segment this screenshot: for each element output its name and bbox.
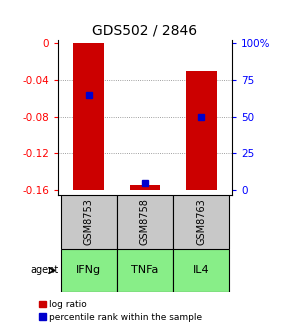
Bar bbox=[73, 43, 104, 190]
Bar bbox=[61, 195, 117, 249]
Text: IFNg: IFNg bbox=[76, 265, 102, 276]
Text: GSM8753: GSM8753 bbox=[84, 198, 94, 245]
Text: IL4: IL4 bbox=[193, 265, 209, 276]
Text: GSM8758: GSM8758 bbox=[140, 198, 150, 245]
Bar bbox=[186, 71, 217, 190]
Bar bbox=[173, 195, 229, 249]
Text: TNFa: TNFa bbox=[131, 265, 159, 276]
Bar bbox=[117, 195, 173, 249]
Bar bbox=[173, 249, 229, 292]
Bar bbox=[117, 249, 173, 292]
Bar bbox=[130, 185, 160, 190]
Text: GSM8763: GSM8763 bbox=[196, 198, 206, 245]
Bar bbox=[61, 249, 117, 292]
Legend: log ratio, percentile rank within the sample: log ratio, percentile rank within the sa… bbox=[39, 300, 202, 322]
Text: agent: agent bbox=[30, 265, 59, 276]
Title: GDS502 / 2846: GDS502 / 2846 bbox=[93, 24, 197, 38]
